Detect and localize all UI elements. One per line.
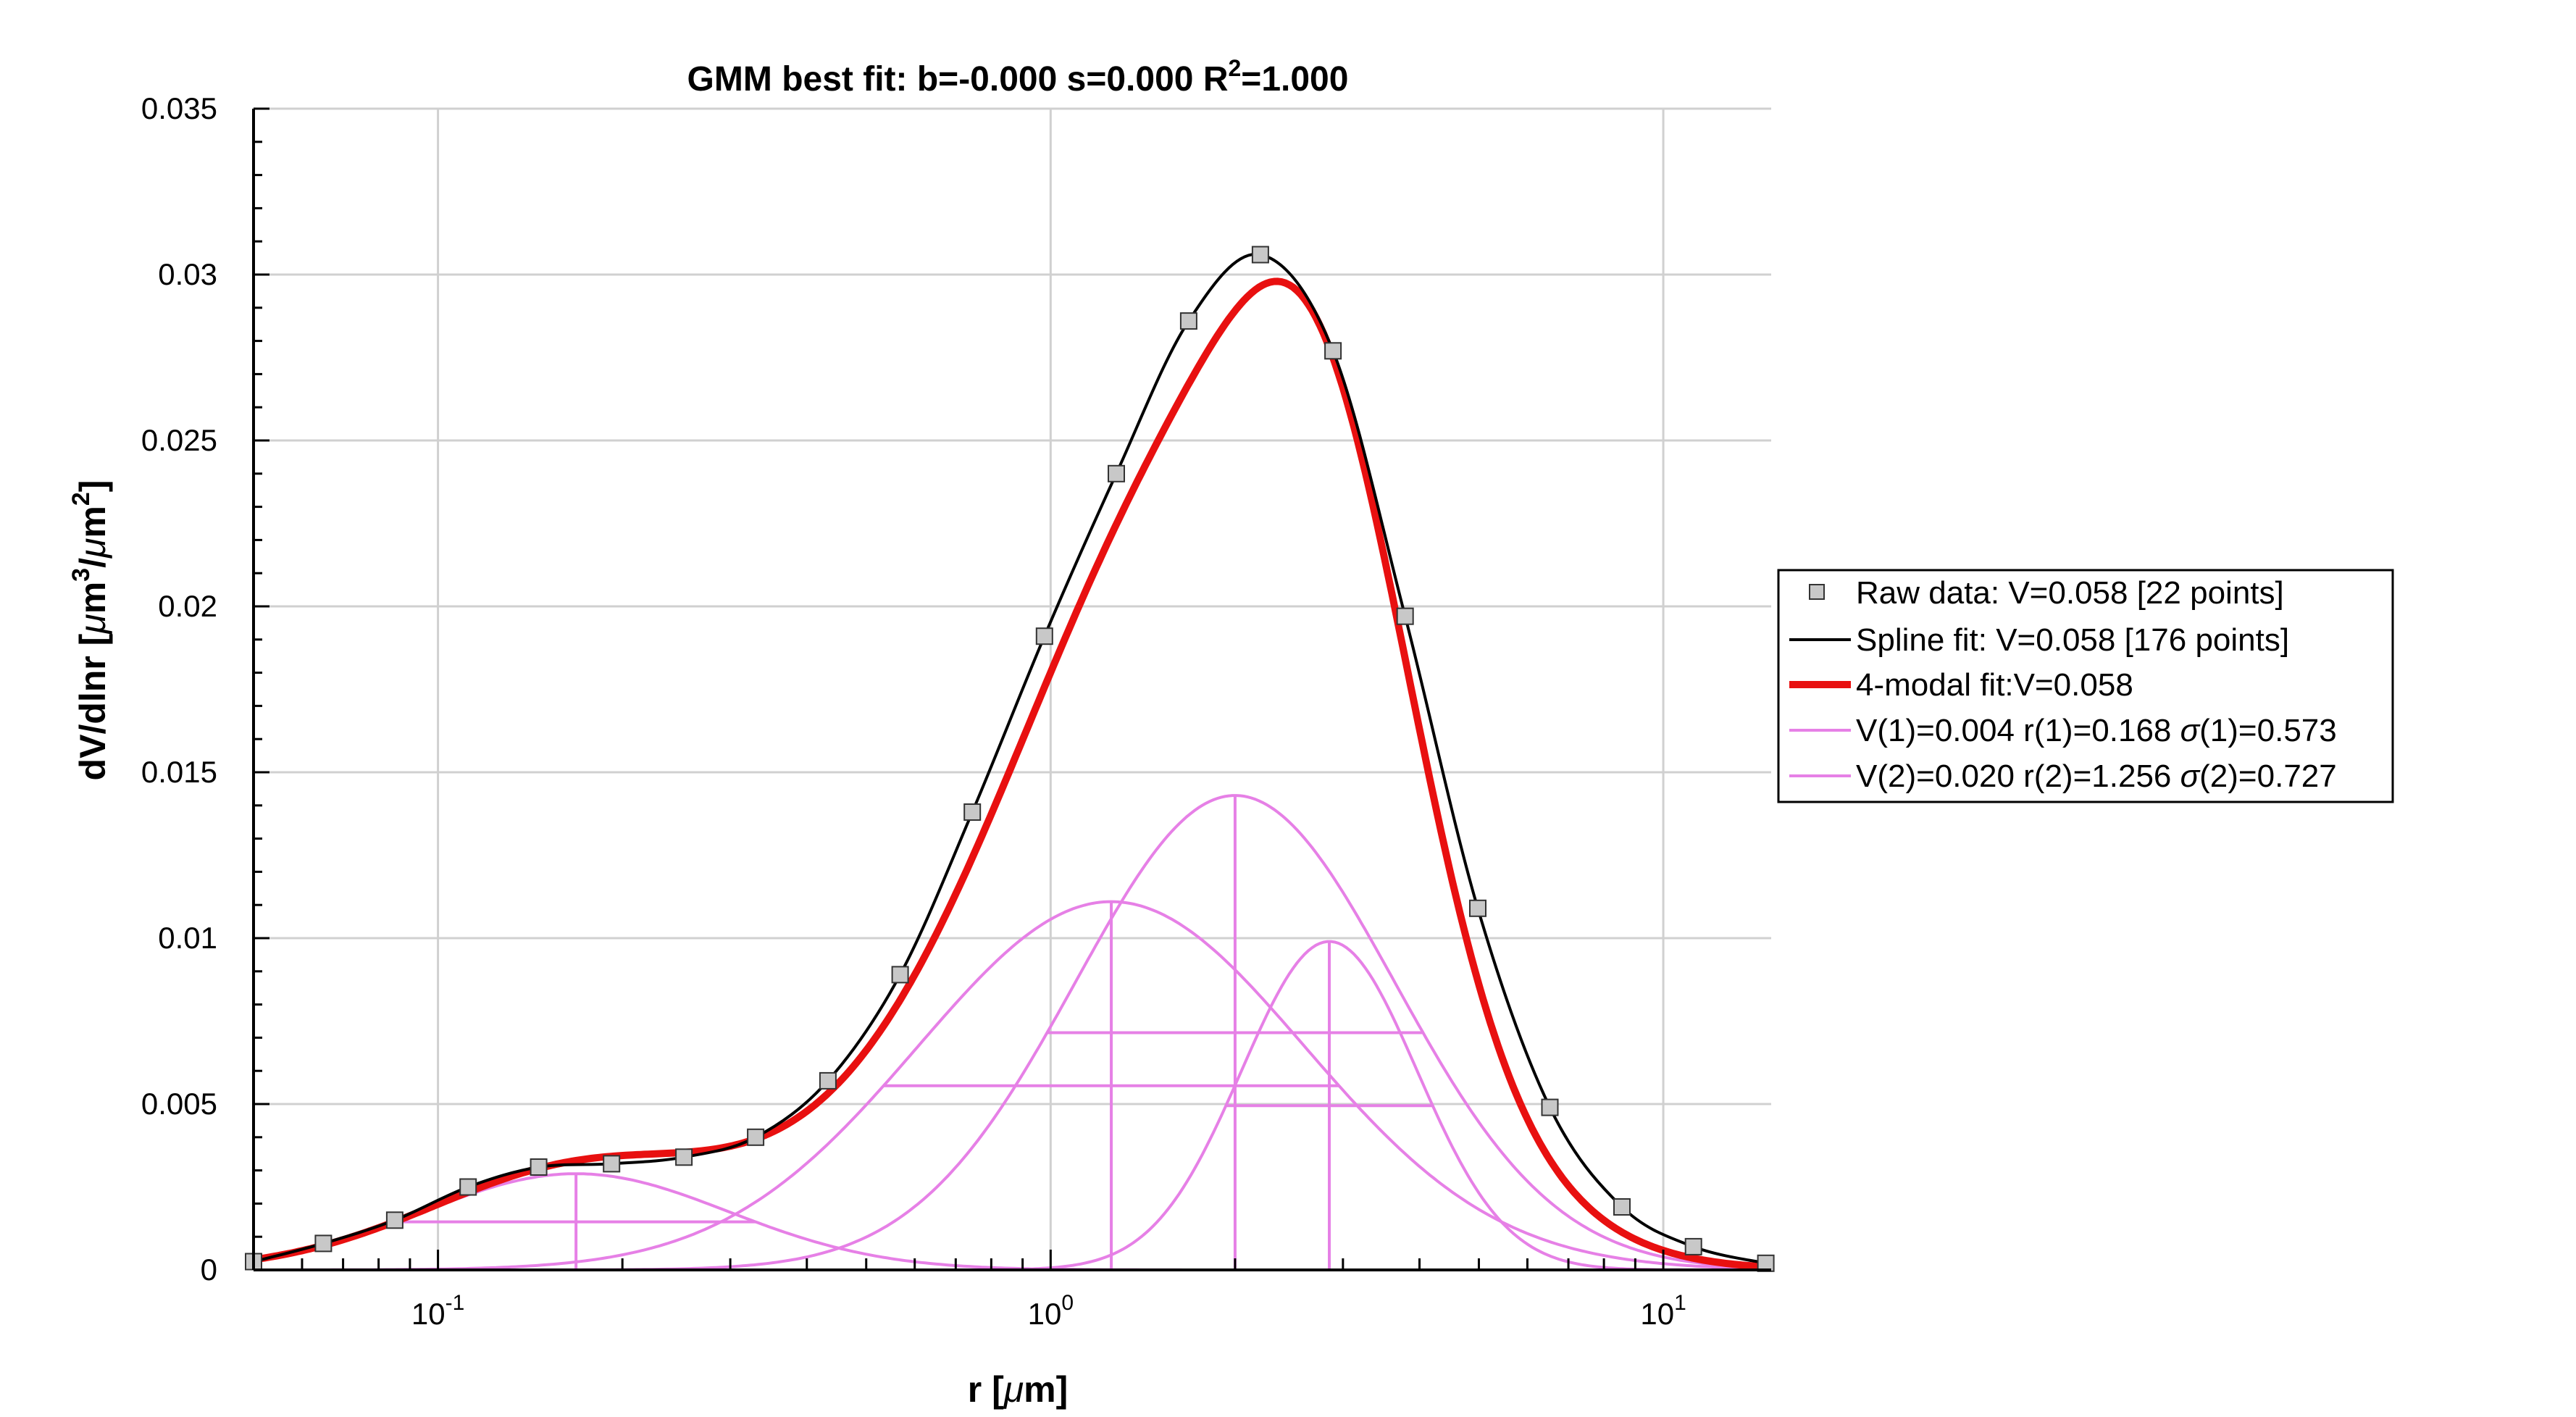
legend-mode1: V(1)=0.004 r(1)=0.168 σ(1)=0.573	[1856, 713, 2337, 748]
raw-data-point	[1396, 607, 1414, 625]
x-axis-label: r [μm]	[968, 1369, 1069, 1410]
raw-data-point	[603, 1155, 621, 1173]
raw-data-point	[1179, 312, 1197, 330]
x-tick-label: 100	[1028, 1291, 1074, 1331]
y-tick-label: 0.03	[158, 257, 217, 291]
y-tick-label: 0.005	[141, 1087, 217, 1121]
x-tick-labels: 10-1 100 101	[411, 1291, 1686, 1331]
raw-data-point	[314, 1234, 333, 1253]
raw-data-point	[1469, 899, 1486, 917]
fit-lines	[253, 252, 1772, 1271]
raw-data-point	[891, 966, 909, 984]
raw-data-point	[1324, 342, 1342, 360]
raw-data-point	[385, 1211, 403, 1229]
spline-fit-line	[253, 252, 1767, 1265]
raw-data-point	[1035, 627, 1053, 645]
legend-raw-data: Raw data: V=0.058 [22 points]	[1856, 575, 2284, 611]
y-tick-labels: 0 0.005 0.01 0.015 0.02 0.025 0.03 0.035	[141, 91, 217, 1287]
chart-title: GMM best fit: b=-0.000 s=0.000 R2=1.000	[687, 55, 1349, 99]
legend-multimodal-fit: 4-modal fit:V=0.058	[1856, 667, 2133, 703]
y-tick-label: 0.02	[158, 589, 217, 623]
raw-data-point	[1613, 1198, 1631, 1216]
raw-data-point	[459, 1178, 477, 1196]
y-tick-label: 0	[201, 1253, 217, 1287]
x-tick-label: 101	[1640, 1291, 1686, 1331]
legend-spline-fit: Spline fit: V=0.058 [176 points]	[1856, 622, 2289, 658]
y-tick-label: 0.025	[141, 423, 217, 457]
y-tick-label: 0.035	[141, 91, 217, 125]
raw-data-point	[819, 1071, 837, 1090]
legend-raw-marker	[1809, 584, 1825, 600]
raw-data-point	[1108, 464, 1125, 482]
raw-data-point	[1684, 1237, 1702, 1255]
y-axis-label: dV/dlnr [μm3/μm2]	[67, 480, 113, 781]
raw-data-point	[675, 1148, 693, 1166]
axes	[252, 107, 1771, 1271]
legend: Raw data: V=0.058 [22 points] Spline fit…	[1777, 569, 2394, 803]
raw-data-point	[1251, 246, 1269, 264]
raw-data-point	[1541, 1098, 1559, 1116]
multimodal-fit-line	[253, 277, 1772, 1271]
y-tick-label: 0.015	[141, 755, 217, 789]
raw-data-point	[530, 1158, 548, 1176]
raw-data-markers	[245, 246, 1775, 1272]
raw-data-point	[747, 1128, 765, 1146]
mode-curve-2	[254, 900, 1772, 1271]
raw-data-point	[963, 803, 982, 821]
y-tick-label: 0.01	[158, 921, 217, 955]
x-tick-label: 10-1	[411, 1291, 464, 1331]
legend-mode2: V(2)=0.020 r(2)=1.256 σ(2)=0.727	[1856, 758, 2337, 794]
